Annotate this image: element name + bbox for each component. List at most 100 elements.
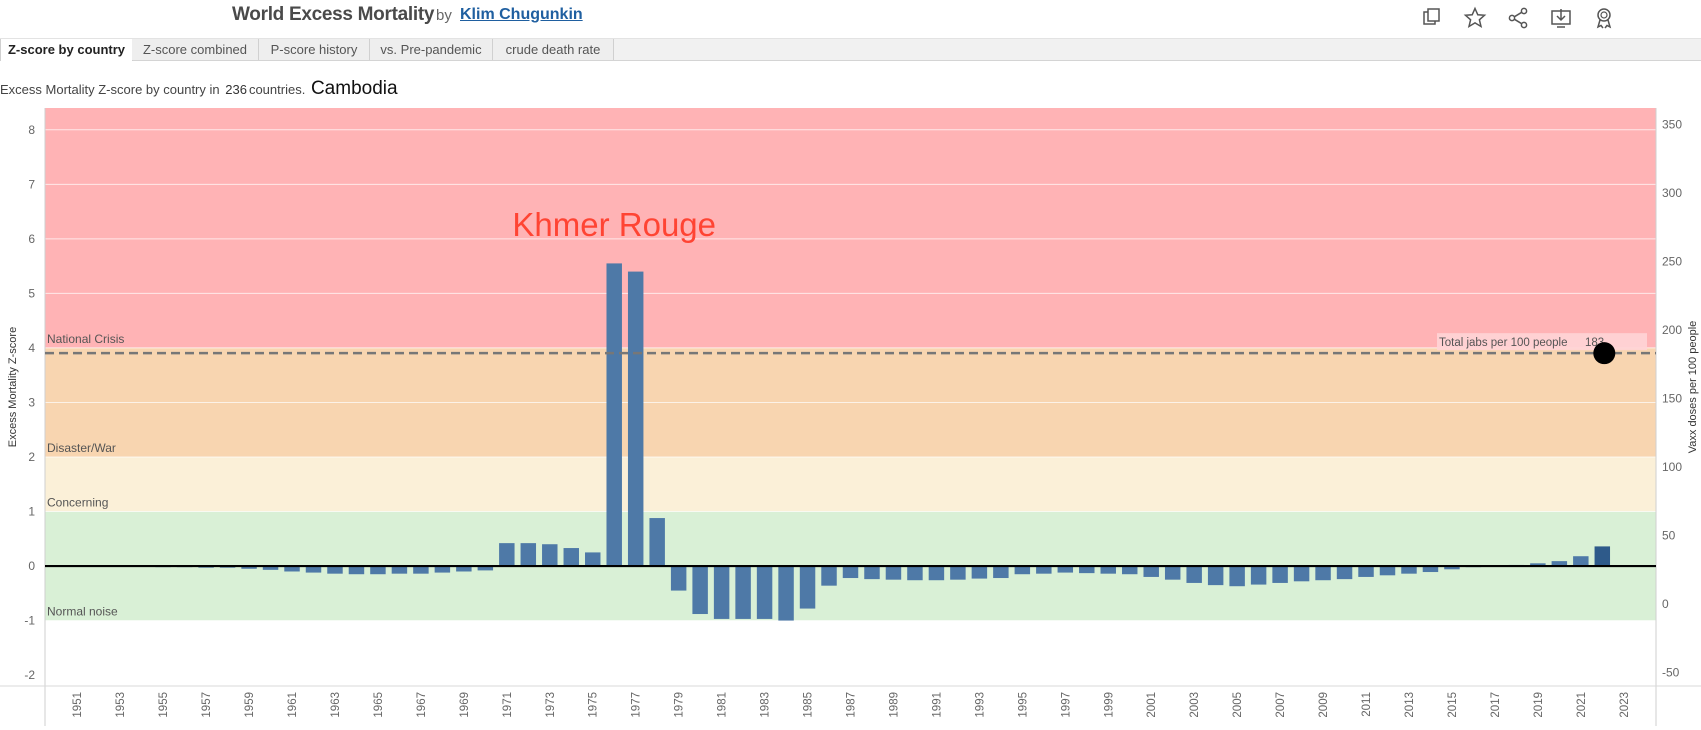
- bar: [1551, 561, 1568, 567]
- bar: [1293, 566, 1310, 582]
- bar: [864, 566, 880, 580]
- bar: [262, 566, 279, 570]
- x-tick-label: 1967: [416, 692, 428, 718]
- bar: [735, 566, 751, 619]
- band-label: Concerning: [47, 496, 108, 510]
- y-tick-label: 8: [28, 123, 35, 137]
- y-tick-label: 0: [28, 559, 35, 573]
- bar: [477, 566, 494, 571]
- bar: [1379, 566, 1396, 576]
- bar: [1315, 566, 1331, 581]
- bar: [348, 566, 365, 575]
- bar: [1422, 566, 1439, 573]
- tab-crude-death-rate[interactable]: crude death rate: [493, 39, 614, 60]
- y-tick-label: 4: [28, 341, 35, 355]
- x-tick-label: 1969: [459, 692, 471, 718]
- x-tick-label: 1965: [373, 692, 385, 718]
- bar: [1530, 563, 1546, 567]
- band-0: [45, 108, 1656, 348]
- vaxx-marker: [1593, 342, 1616, 365]
- y-tick-label: 5: [28, 286, 35, 300]
- bar: [821, 566, 837, 586]
- bar: [1100, 566, 1116, 574]
- country-count: 236: [225, 82, 247, 97]
- bar: [1444, 566, 1460, 570]
- bar: [1272, 566, 1288, 583]
- reference-label-bg: [1437, 333, 1647, 351]
- x-tick-label: 1993: [974, 692, 986, 718]
- band-2: [45, 456, 1656, 512]
- x-tick-label: 2021: [1576, 692, 1588, 718]
- x-tick-label: 2009: [1318, 692, 1330, 718]
- x-tick-label: 2015: [1447, 692, 1459, 718]
- star-icon[interactable]: [1463, 6, 1487, 30]
- x-tick-label: 2019: [1533, 692, 1545, 718]
- bar: [885, 566, 902, 580]
- chart-subtitle: Excess Mortality Z-score by country in 2…: [0, 78, 398, 100]
- tab-z-score-by-country[interactable]: Z-score by country: [0, 39, 133, 61]
- bar: [1594, 546, 1611, 567]
- x-tick-label: 2007: [1275, 692, 1287, 718]
- bar: [1358, 566, 1374, 577]
- x-tick-label: 1983: [760, 692, 772, 718]
- y2-tick-label: -50: [1662, 665, 1680, 679]
- bar: [713, 566, 730, 619]
- band-label: National Crisis: [47, 332, 124, 346]
- x-tick-label: 1989: [888, 692, 900, 718]
- x-tick-label: 1951: [72, 692, 84, 718]
- duplicate-icon[interactable]: [1420, 6, 1444, 30]
- x-tick-label: 1997: [1060, 692, 1072, 718]
- bar: [950, 566, 966, 580]
- bar: [434, 566, 451, 573]
- bar: [907, 566, 923, 581]
- tab-strip: Z-score by country Z-score combined P-sc…: [0, 38, 1701, 61]
- y-tick-label: 2: [28, 450, 35, 464]
- award-icon[interactable]: [1592, 6, 1616, 30]
- download-icon[interactable]: [1549, 6, 1573, 30]
- bar: [756, 566, 773, 619]
- y-tick-label: 6: [28, 232, 35, 246]
- x-tick-label: 1959: [244, 692, 256, 718]
- bar: [1036, 566, 1052, 574]
- y-tick-label: 1: [28, 505, 35, 519]
- khmer-rouge-annotation: Khmer Rouge: [512, 206, 716, 243]
- bar: [1143, 566, 1159, 577]
- x-tick-label: 1999: [1103, 692, 1115, 718]
- x-tick-label: 2001: [1146, 692, 1158, 718]
- x-tick-label: 1985: [803, 692, 815, 718]
- bar: [1250, 566, 1267, 585]
- bar: [327, 566, 343, 574]
- bar: [606, 263, 622, 567]
- bar: [1186, 566, 1202, 583]
- y-tick-label: -2: [24, 668, 35, 682]
- x-tick-label: 1961: [287, 692, 299, 718]
- selected-country[interactable]: Cambodia: [310, 78, 398, 99]
- tab-p-score-history[interactable]: P-score history: [259, 39, 370, 60]
- y2-tick-label: 300: [1662, 186, 1682, 200]
- x-tick-label: 1957: [201, 692, 213, 718]
- x-tick-label: 1955: [158, 692, 170, 718]
- bar: [370, 566, 386, 575]
- y-axis-title: Excess Mortality Z-score: [7, 327, 19, 447]
- bar: [520, 543, 537, 567]
- reference-label: Total jabs per 100 people: [1439, 337, 1568, 349]
- x-tick-label: 2023: [1619, 692, 1631, 718]
- bar: [670, 566, 687, 591]
- bar: [842, 566, 859, 579]
- tab-z-score-combined[interactable]: Z-score combined: [132, 39, 259, 60]
- tab-vs-pre-pandemic[interactable]: vs. Pre-pandemic: [370, 39, 493, 60]
- x-tick-label: 2005: [1232, 692, 1244, 718]
- x-tick-label: 1987: [846, 692, 858, 718]
- bar: [305, 566, 322, 573]
- subtitle-prefix: Excess Mortality Z-score by country in: [0, 82, 220, 97]
- y2-tick-label: 350: [1662, 117, 1682, 131]
- bar: [1057, 566, 1074, 573]
- bar: [971, 566, 988, 579]
- bar: [1014, 566, 1031, 575]
- share-icon[interactable]: [1506, 6, 1530, 30]
- band-label: Normal noise: [47, 605, 118, 619]
- x-tick-label: 1981: [717, 692, 729, 718]
- x-tick-label: 1991: [931, 692, 943, 718]
- x-tick-label: 1953: [115, 692, 127, 718]
- author-link[interactable]: Klim Chugunkin: [460, 6, 583, 23]
